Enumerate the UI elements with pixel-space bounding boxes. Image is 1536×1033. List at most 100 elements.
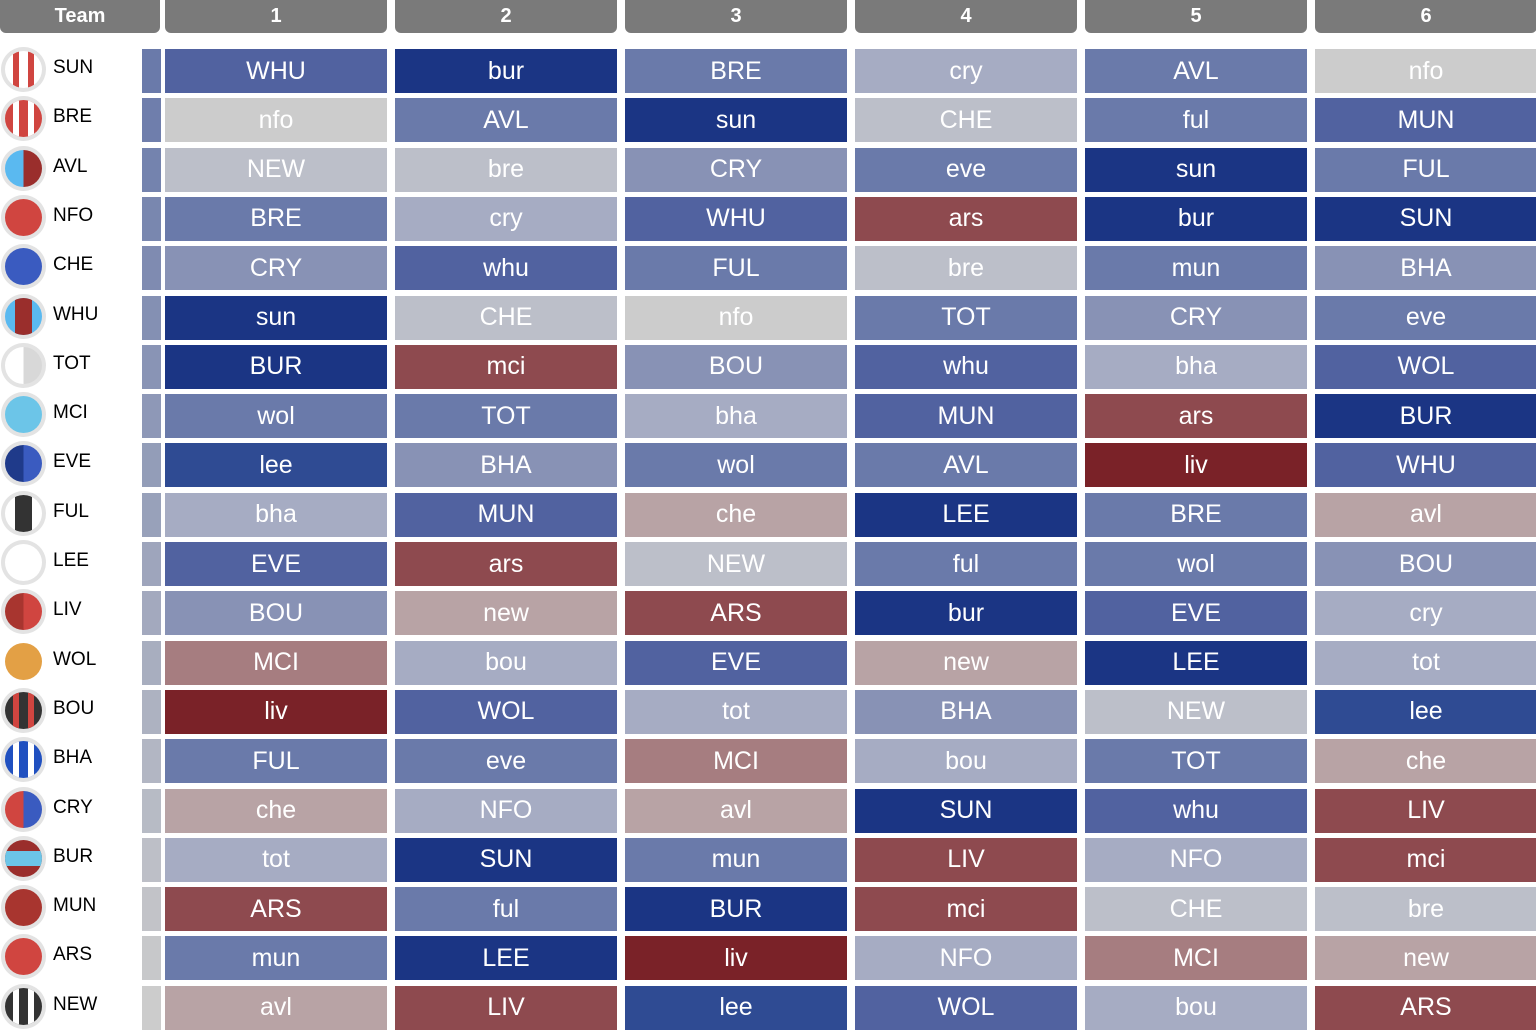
fixture-cell[interactable]: ful bbox=[1085, 98, 1307, 143]
team-name[interactable]: NEW bbox=[53, 993, 98, 1015]
fixture-cell[interactable]: TOT bbox=[1085, 739, 1307, 784]
fixture-cell[interactable]: SUN bbox=[1315, 196, 1536, 241]
fixture-cell[interactable]: TOT bbox=[395, 394, 617, 439]
fixture-cell[interactable]: CRY bbox=[1085, 295, 1307, 340]
fixture-cell[interactable]: MCI bbox=[165, 640, 387, 685]
team-name[interactable]: ARS bbox=[53, 944, 93, 966]
fixture-cell[interactable]: CHE bbox=[855, 98, 1077, 143]
fixture-cell[interactable]: LIV bbox=[855, 837, 1077, 882]
fixture-cell[interactable]: new bbox=[1315, 936, 1536, 981]
fixture-cell[interactable]: ARS bbox=[1315, 985, 1536, 1030]
fixture-cell[interactable]: che bbox=[1315, 739, 1536, 784]
fixture-cell[interactable]: CHE bbox=[395, 295, 617, 340]
fixture-cell[interactable]: whu bbox=[395, 246, 617, 291]
fixture-cell[interactable]: LIV bbox=[1315, 788, 1536, 833]
team-name[interactable]: LIV bbox=[53, 599, 82, 621]
fixture-cell[interactable]: NEW bbox=[1085, 689, 1307, 734]
fixture-cell[interactable]: avl bbox=[165, 985, 387, 1030]
fixture-cell[interactable]: WHU bbox=[1315, 443, 1536, 488]
fixture-cell[interactable]: NEW bbox=[625, 542, 847, 586]
fixture-cell[interactable]: bur bbox=[1085, 196, 1307, 241]
fixture-cell[interactable]: bou bbox=[1085, 985, 1307, 1030]
fixture-cell[interactable]: whu bbox=[855, 344, 1077, 389]
fixture-cell[interactable]: bha bbox=[625, 394, 847, 439]
fixture-cell[interactable]: BRE bbox=[625, 49, 847, 93]
fixture-cell[interactable]: cry bbox=[855, 49, 1077, 93]
team-name[interactable]: BUR bbox=[53, 845, 94, 867]
fixture-cell[interactable]: EVE bbox=[1085, 591, 1307, 636]
fixture-cell[interactable]: BHA bbox=[1315, 246, 1536, 291]
fixture-cell[interactable]: ars bbox=[395, 542, 617, 586]
fixture-cell[interactable]: sun bbox=[1085, 147, 1307, 192]
team-name[interactable]: MCI bbox=[53, 402, 88, 424]
fixture-cell[interactable]: new bbox=[855, 640, 1077, 685]
fixture-cell[interactable]: sun bbox=[625, 98, 847, 143]
fixture-cell[interactable]: BUR bbox=[625, 887, 847, 932]
fixture-cell[interactable]: bha bbox=[165, 492, 387, 537]
fixture-cell[interactable]: MUN bbox=[395, 492, 617, 537]
fixture-cell[interactable]: MUN bbox=[855, 394, 1077, 439]
fixture-cell[interactable]: NFO bbox=[855, 936, 1077, 981]
fixture-cell[interactable]: liv bbox=[625, 936, 847, 981]
fixture-cell[interactable]: avl bbox=[625, 788, 847, 833]
fixture-cell[interactable]: mun bbox=[165, 936, 387, 981]
fixture-cell[interactable]: BOU bbox=[625, 344, 847, 389]
team-name[interactable]: MUN bbox=[53, 895, 97, 917]
fixture-cell[interactable]: bre bbox=[1315, 887, 1536, 932]
fixture-cell[interactable]: sun bbox=[165, 295, 387, 340]
fixture-cell[interactable]: BUR bbox=[1315, 394, 1536, 439]
fixture-cell[interactable]: AVL bbox=[1085, 49, 1307, 93]
fixture-cell[interactable]: liv bbox=[165, 689, 387, 734]
fixture-cell[interactable]: lee bbox=[625, 985, 847, 1030]
team-name[interactable]: CHE bbox=[53, 254, 94, 276]
fixture-cell[interactable]: whu bbox=[1085, 788, 1307, 833]
fixture-cell[interactable]: TOT bbox=[855, 295, 1077, 340]
fixture-cell[interactable]: FUL bbox=[1315, 147, 1536, 192]
fixture-cell[interactable]: NEW bbox=[165, 147, 387, 192]
fixture-cell[interactable]: nfo bbox=[165, 98, 387, 143]
fixture-cell[interactable]: mun bbox=[625, 837, 847, 882]
fixture-cell[interactable]: bou bbox=[395, 640, 617, 685]
fixture-cell[interactable]: ful bbox=[395, 887, 617, 932]
team-name[interactable]: LEE bbox=[53, 550, 89, 571]
team-name[interactable]: BOU bbox=[53, 697, 95, 719]
fixture-cell[interactable]: LEE bbox=[855, 492, 1077, 537]
fixture-cell[interactable]: tot bbox=[165, 837, 387, 882]
fixture-cell[interactable]: bur bbox=[395, 49, 617, 93]
fixture-cell[interactable]: WOL bbox=[855, 985, 1077, 1030]
fixture-cell[interactable]: ars bbox=[1085, 394, 1307, 439]
fixture-cell[interactable]: ful bbox=[855, 542, 1077, 586]
fixture-cell[interactable]: liv bbox=[1085, 443, 1307, 488]
team-name[interactable]: EVE bbox=[53, 451, 92, 473]
team-name[interactable]: WOL bbox=[53, 648, 97, 670]
team-name[interactable]: SUN bbox=[53, 57, 94, 78]
fixture-cell[interactable]: CRY bbox=[165, 246, 387, 291]
fixture-cell[interactable]: FUL bbox=[165, 739, 387, 784]
fixture-cell[interactable]: wol bbox=[625, 443, 847, 488]
fixture-cell[interactable]: wol bbox=[1085, 542, 1307, 586]
fixture-cell[interactable]: FUL bbox=[625, 246, 847, 291]
fixture-cell[interactable]: mci bbox=[395, 344, 617, 389]
header-team[interactable]: Team bbox=[0, 0, 160, 33]
header-gameweek-4[interactable]: 4 bbox=[855, 0, 1077, 33]
fixture-cell[interactable]: mci bbox=[1315, 837, 1536, 882]
fixture-cell[interactable]: che bbox=[165, 788, 387, 833]
team-name[interactable]: NFO bbox=[53, 204, 94, 226]
fixture-cell[interactable]: bha bbox=[1085, 344, 1307, 389]
fixture-cell[interactable]: WOL bbox=[395, 689, 617, 734]
fixture-cell[interactable]: AVL bbox=[395, 98, 617, 143]
fixture-cell[interactable]: cry bbox=[1315, 591, 1536, 636]
team-name[interactable]: TOT bbox=[53, 352, 91, 374]
fixture-cell[interactable]: SUN bbox=[395, 837, 617, 882]
fixture-cell[interactable]: NFO bbox=[395, 788, 617, 833]
fixture-cell[interactable]: MCI bbox=[625, 739, 847, 784]
team-name[interactable]: FUL bbox=[53, 500, 89, 522]
fixture-cell[interactable]: eve bbox=[395, 739, 617, 784]
fixture-cell[interactable]: eve bbox=[855, 147, 1077, 192]
fixture-cell[interactable]: EVE bbox=[625, 640, 847, 685]
header-gameweek-2[interactable]: 2 bbox=[395, 0, 617, 33]
fixture-cell[interactable]: bur bbox=[855, 591, 1077, 636]
fixture-cell[interactable]: wol bbox=[165, 394, 387, 439]
fixture-cell[interactable]: NFO bbox=[1085, 837, 1307, 882]
fixture-cell[interactable]: CHE bbox=[1085, 887, 1307, 932]
